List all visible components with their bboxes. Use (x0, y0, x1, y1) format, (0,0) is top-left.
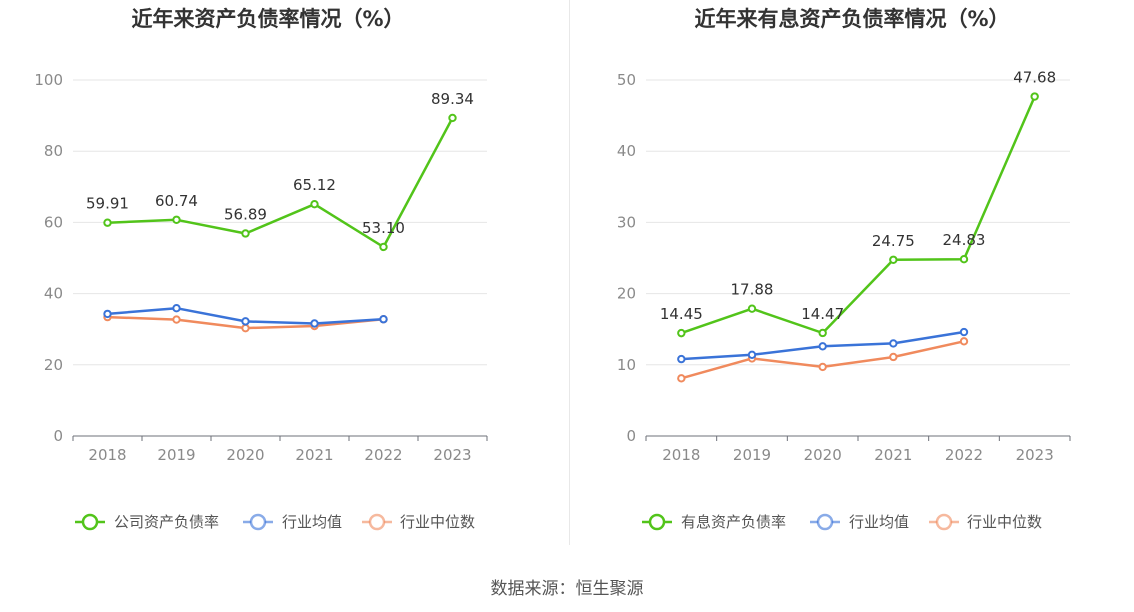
right-chart-interest-bearing-ratio: 近年来有息资产负债率情况（%） 0 10 20 30 40 50 2018 2019 2020 20… (617, 7, 1071, 531)
data-label: 89.34 (431, 90, 474, 108)
data-point-primary[interactable] (241, 229, 250, 238)
data-point-industry-mean[interactable] (747, 350, 757, 360)
legend-label: 公司资产负债率 (114, 513, 219, 531)
data-point-industry-mean[interactable] (172, 303, 181, 313)
legend-item-industry-median[interactable]: 行业中位数 (362, 513, 475, 531)
data-label: 14.47 (801, 305, 844, 323)
legend-item-industry-mean[interactable]: 行业均值 (243, 513, 342, 531)
series-line-primary (107, 117, 454, 249)
x-tick-label: 2019 (733, 446, 771, 464)
data-point-primary[interactable] (747, 304, 757, 313)
data-label: 53.10 (362, 219, 405, 237)
data-point-industry-mean[interactable] (310, 319, 319, 328)
data-label: 59.91 (86, 195, 129, 213)
data-point-industry-median[interactable] (241, 323, 250, 333)
legend-swatch-marker (816, 513, 834, 531)
data-label: 60.74 (155, 192, 198, 210)
y-tick-label: 40 (44, 285, 63, 303)
legend-label: 行业均值 (282, 513, 342, 531)
x-tick-label: 2019 (157, 446, 195, 464)
data-point-primary[interactable] (310, 199, 319, 209)
y-tick-label: 80 (44, 142, 63, 160)
data-point-industry-median[interactable] (172, 315, 181, 324)
data-label: 17.88 (731, 281, 774, 299)
y-tick-label: 0 (626, 427, 636, 445)
x-tick-label: 2018 (662, 446, 700, 464)
x-tick-label: 2022 (364, 446, 402, 464)
legend-label: 行业中位数 (400, 513, 475, 531)
legend-label: 有息资产负债率 (681, 513, 786, 531)
y-tick-label: 50 (617, 71, 636, 89)
data-point-industry-mean[interactable] (103, 309, 112, 319)
data-label: 56.89 (224, 205, 267, 223)
chart-title: 近年来有息资产负债率情况（%） (694, 7, 1009, 31)
x-tick-label: 2022 (945, 446, 983, 464)
y-tick-label: 10 (617, 356, 636, 374)
data-point-industry-mean[interactable] (889, 339, 898, 348)
data-label: 24.75 (872, 232, 915, 250)
x-tick-label: 2018 (88, 446, 126, 464)
data-point-primary[interactable] (1030, 92, 1039, 101)
data-point-primary[interactable] (818, 328, 827, 338)
data-point-primary[interactable] (448, 113, 457, 123)
legend-swatch-marker (935, 513, 953, 531)
data-point-primary[interactable] (959, 255, 969, 264)
legend-item-primary[interactable]: 有息资产负债率 (642, 513, 786, 531)
data-point-primary[interactable] (889, 255, 898, 264)
y-tick-label: 30 (617, 213, 636, 231)
left-chart-asset-liability-ratio: 近年来资产负债率情况（%） 0 20 40 60 80 100 2018 2019 2020 202… (34, 7, 488, 531)
x-tick-label: 2021 (295, 446, 333, 464)
y-tick-label: 20 (44, 356, 63, 374)
legend-label: 行业均值 (849, 513, 909, 531)
data-point-primary[interactable] (103, 218, 112, 227)
legend-item-primary[interactable]: 公司资产负债率 (75, 513, 219, 531)
x-tick-label: 2020 (804, 446, 842, 464)
legend-item-industry-mean[interactable]: 行业均值 (810, 513, 909, 531)
data-label: 14.45 (660, 305, 703, 323)
legend-swatch-marker (368, 513, 386, 531)
x-tick-label: 2023 (433, 446, 471, 464)
x-tick-label: 2021 (874, 446, 912, 464)
data-label: 47.68 (1013, 69, 1056, 87)
legend-swatch-marker (249, 513, 267, 531)
x-tick-label: 2023 (1016, 446, 1054, 464)
series-line-primary (680, 96, 1036, 335)
data-point-industry-mean[interactable] (241, 317, 250, 326)
legend-swatch-marker (648, 513, 666, 531)
legend-swatch-marker (81, 513, 99, 531)
legend-item-industry-median[interactable]: 行业中位数 (929, 513, 1042, 531)
data-source: 数据来源：恒生聚源 (490, 579, 644, 599)
data-label: 65.12 (293, 176, 336, 194)
y-tick-label: 40 (617, 142, 636, 160)
y-tick-label: 20 (617, 285, 636, 303)
legend-label: 行业中位数 (967, 513, 1042, 531)
data-point-primary[interactable] (172, 215, 181, 224)
data-label: 24.83 (943, 231, 986, 249)
y-tick-label: 60 (44, 213, 63, 231)
data-point-industry-mean[interactable] (818, 342, 827, 351)
y-tick-label: 100 (34, 71, 63, 89)
data-point-industry-median[interactable] (818, 362, 827, 372)
data-point-primary[interactable] (677, 328, 686, 338)
y-tick-label: 0 (53, 427, 63, 445)
data-point-industry-median[interactable] (959, 337, 969, 346)
data-point-primary[interactable] (379, 242, 388, 252)
data-point-industry-median[interactable] (677, 374, 686, 383)
data-point-industry-mean[interactable] (677, 354, 686, 364)
data-point-industry-mean[interactable] (379, 315, 388, 324)
chart-title: 近年来资产负债率情况（%） (131, 7, 404, 31)
data-point-industry-mean[interactable] (959, 327, 969, 337)
chart-divider (569, 0, 570, 545)
x-tick-label: 2020 (226, 446, 264, 464)
data-point-industry-median[interactable] (889, 352, 898, 362)
